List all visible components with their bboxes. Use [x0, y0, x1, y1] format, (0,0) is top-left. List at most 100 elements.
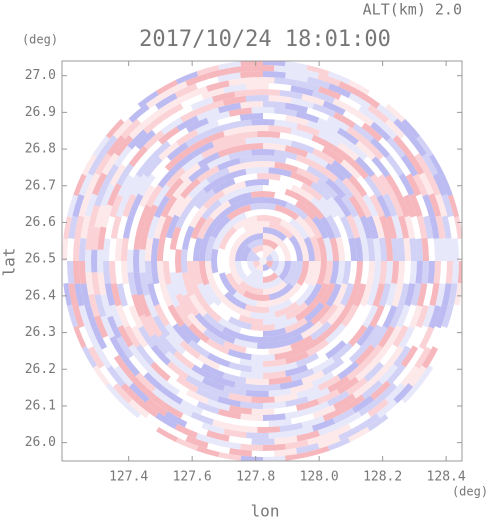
radar-cell	[355, 361, 376, 382]
radar-cell	[255, 250, 263, 259]
y-tick-label: 27.0	[25, 68, 56, 83]
radar-cell	[156, 79, 178, 95]
radar-cell	[223, 428, 247, 439]
radar-cell	[404, 215, 416, 239]
radar-cell	[290, 335, 314, 351]
radar-cell	[146, 91, 168, 109]
radar-cell	[211, 375, 236, 388]
radar-cell	[218, 272, 237, 296]
radar-cell	[263, 143, 286, 152]
radar-cell	[217, 351, 241, 365]
radar-cell	[194, 312, 216, 333]
radar-cell	[251, 119, 275, 126]
x-axis-label: lon	[251, 502, 280, 521]
radar-cell	[274, 245, 286, 261]
radar-cell	[189, 205, 208, 228]
radar-cell	[203, 215, 222, 239]
radar-cell	[342, 323, 362, 345]
radar-cell	[318, 422, 342, 436]
radar-cell	[175, 71, 199, 85]
radar-cell	[325, 283, 342, 308]
radar-cell	[338, 425, 361, 441]
radar-cell	[274, 261, 286, 277]
radar-cell	[174, 304, 193, 328]
radar-cell	[398, 283, 410, 307]
radar-cell	[196, 107, 220, 121]
radar-cell	[305, 152, 329, 168]
radar-cell	[250, 324, 276, 331]
radar-cell	[92, 135, 110, 157]
radar-cell	[120, 399, 141, 419]
radar-cell	[128, 193, 144, 217]
radar-cell	[356, 324, 375, 347]
radar-cell	[223, 385, 247, 396]
radar-cell	[268, 344, 292, 355]
radar-cell	[185, 374, 209, 391]
radar-cell	[309, 261, 322, 287]
radar-cell	[393, 118, 414, 139]
radar-cell	[451, 261, 460, 284]
radar-cell	[116, 215, 128, 239]
radar-cell	[421, 346, 439, 369]
radar-cell	[239, 184, 263, 195]
radar-cell	[110, 215, 122, 239]
radar-cell	[263, 443, 286, 451]
radar-cell	[174, 83, 198, 99]
radar-cell	[234, 261, 248, 281]
radar-cell	[128, 382, 150, 403]
radar-cell	[257, 130, 281, 139]
radar-cell	[139, 226, 150, 250]
radar-cell	[222, 326, 247, 341]
radar-cell	[172, 323, 193, 345]
x-unit: (deg)	[452, 485, 488, 499]
radar-cell	[245, 83, 269, 90]
radar-cell	[268, 167, 292, 178]
radar-cell	[392, 174, 409, 197]
radar-cell	[234, 381, 258, 391]
radar-cell	[222, 372, 247, 384]
radar-cell	[398, 326, 415, 349]
radar-cell	[362, 304, 379, 328]
radar-cell	[333, 111, 356, 129]
radar-cell	[233, 173, 258, 184]
radar-cell	[174, 423, 198, 439]
radar-cell	[212, 178, 236, 194]
radar-cell	[391, 261, 399, 284]
radar-cell	[251, 106, 275, 114]
radar-cell	[150, 261, 160, 285]
radar-cell	[265, 261, 274, 269]
radar-cell	[239, 112, 263, 121]
radar-cell	[393, 383, 414, 404]
radar-cell	[348, 324, 368, 347]
radar-cell	[81, 154, 97, 176]
radar-cell	[303, 261, 315, 286]
radar-cell	[222, 416, 247, 427]
radar-cell	[204, 235, 217, 261]
radar-cell	[160, 304, 178, 327]
radar-cell	[206, 430, 230, 442]
radar-cell	[228, 405, 252, 415]
radar-cell	[138, 325, 156, 349]
radar-cell	[358, 398, 381, 417]
radar-cell	[257, 383, 281, 392]
radar-cell	[416, 283, 428, 307]
radar-cell	[97, 272, 107, 296]
radar-cell	[245, 347, 269, 355]
radar-cell	[251, 245, 263, 254]
radar-cell	[128, 305, 144, 329]
radar-cell	[184, 422, 208, 436]
radar-cell	[346, 126, 368, 145]
radar-cell	[284, 408, 309, 420]
radar-cell	[263, 184, 287, 195]
radar-cell	[128, 156, 147, 178]
radar-cell	[279, 282, 302, 303]
radar-cell	[354, 237, 363, 261]
radar-cell	[174, 249, 182, 273]
radar-cell	[279, 174, 304, 189]
radar-cell	[73, 325, 87, 349]
radar-cell	[301, 93, 325, 107]
radar-cell	[223, 168, 247, 182]
radar-cell	[188, 323, 210, 344]
radar-cell	[310, 181, 332, 201]
radar-cell	[84, 305, 98, 329]
